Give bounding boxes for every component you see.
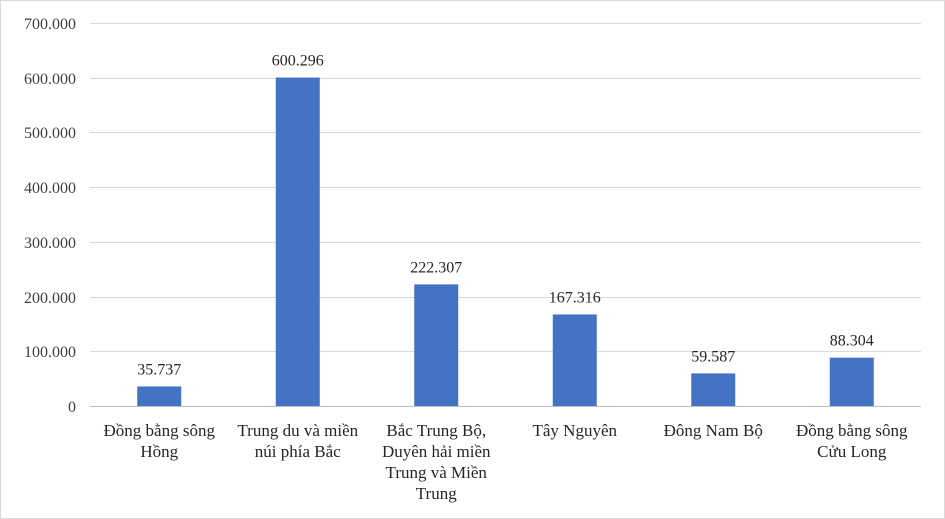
y-tick-label: 700.000	[24, 16, 76, 33]
category-label-line: Cửu Long	[817, 442, 887, 461]
category-label-line: núi phía Bắc	[255, 442, 341, 461]
category-label: Đồng bằng sông Hồng	[104, 421, 216, 461]
bar	[691, 373, 736, 406]
category-label: Đông Nam Bộ	[664, 421, 763, 440]
category-label-line: Duyên hải miền	[382, 442, 491, 461]
category-label-line: Trung	[416, 484, 457, 503]
y-axis-tick-labels: 0 100.000 200.000 300.000 400.000 500.000 600.…	[24, 16, 76, 416]
bar	[275, 77, 320, 406]
bar	[829, 357, 874, 406]
category-label: Tây Nguyên	[532, 421, 617, 440]
data-label: 222.307	[410, 259, 462, 276]
y-tick-label: 300.000	[24, 235, 76, 252]
bar	[414, 284, 459, 406]
bars	[137, 77, 874, 406]
gridlines	[90, 23, 921, 407]
category-labels: Đồng bằng sông Hồng Trung du và miền núi ph…	[104, 421, 908, 503]
category-label-line: Tây Nguyên	[532, 421, 617, 440]
data-label: 88.304	[830, 333, 874, 350]
y-tick-label: 200.000	[24, 290, 76, 307]
category-label-line: Đồng bằng sông	[104, 421, 216, 440]
category-label-line: Hồng	[140, 442, 178, 461]
bar	[552, 314, 597, 406]
category-label-line: Trung và Miền	[386, 463, 488, 482]
bar	[137, 386, 182, 406]
category-label: Trung du và miền núi phía Bắc	[237, 421, 358, 461]
y-tick-label: 600.000	[24, 71, 76, 88]
category-label: Đồng bằng sông Cửu Long	[796, 421, 908, 461]
y-tick-label: 500.000	[24, 125, 76, 142]
y-tick-label: 400.000	[24, 180, 76, 197]
category-label-line: Bắc Trung Bộ,	[386, 421, 486, 440]
y-tick-label: 100.000	[24, 344, 76, 361]
data-label: 600.296	[272, 53, 324, 70]
category-label-line: Đông Nam Bộ	[664, 421, 763, 440]
category-label-line: Trung du và miền	[237, 421, 358, 440]
category-label-line: Đồng bằng sông	[796, 421, 908, 440]
category-label: Bắc Trung Bộ, Duyên hải miền Trung và Miền…	[382, 421, 491, 503]
data-label: 35.737	[137, 361, 181, 378]
y-tick-label: 0	[68, 399, 76, 416]
data-label: 59.587	[691, 348, 735, 365]
data-label: 167.316	[549, 289, 601, 306]
data-labels: 35.737 600.296 222.307 167.316 59.587 88.304	[137, 53, 874, 379]
